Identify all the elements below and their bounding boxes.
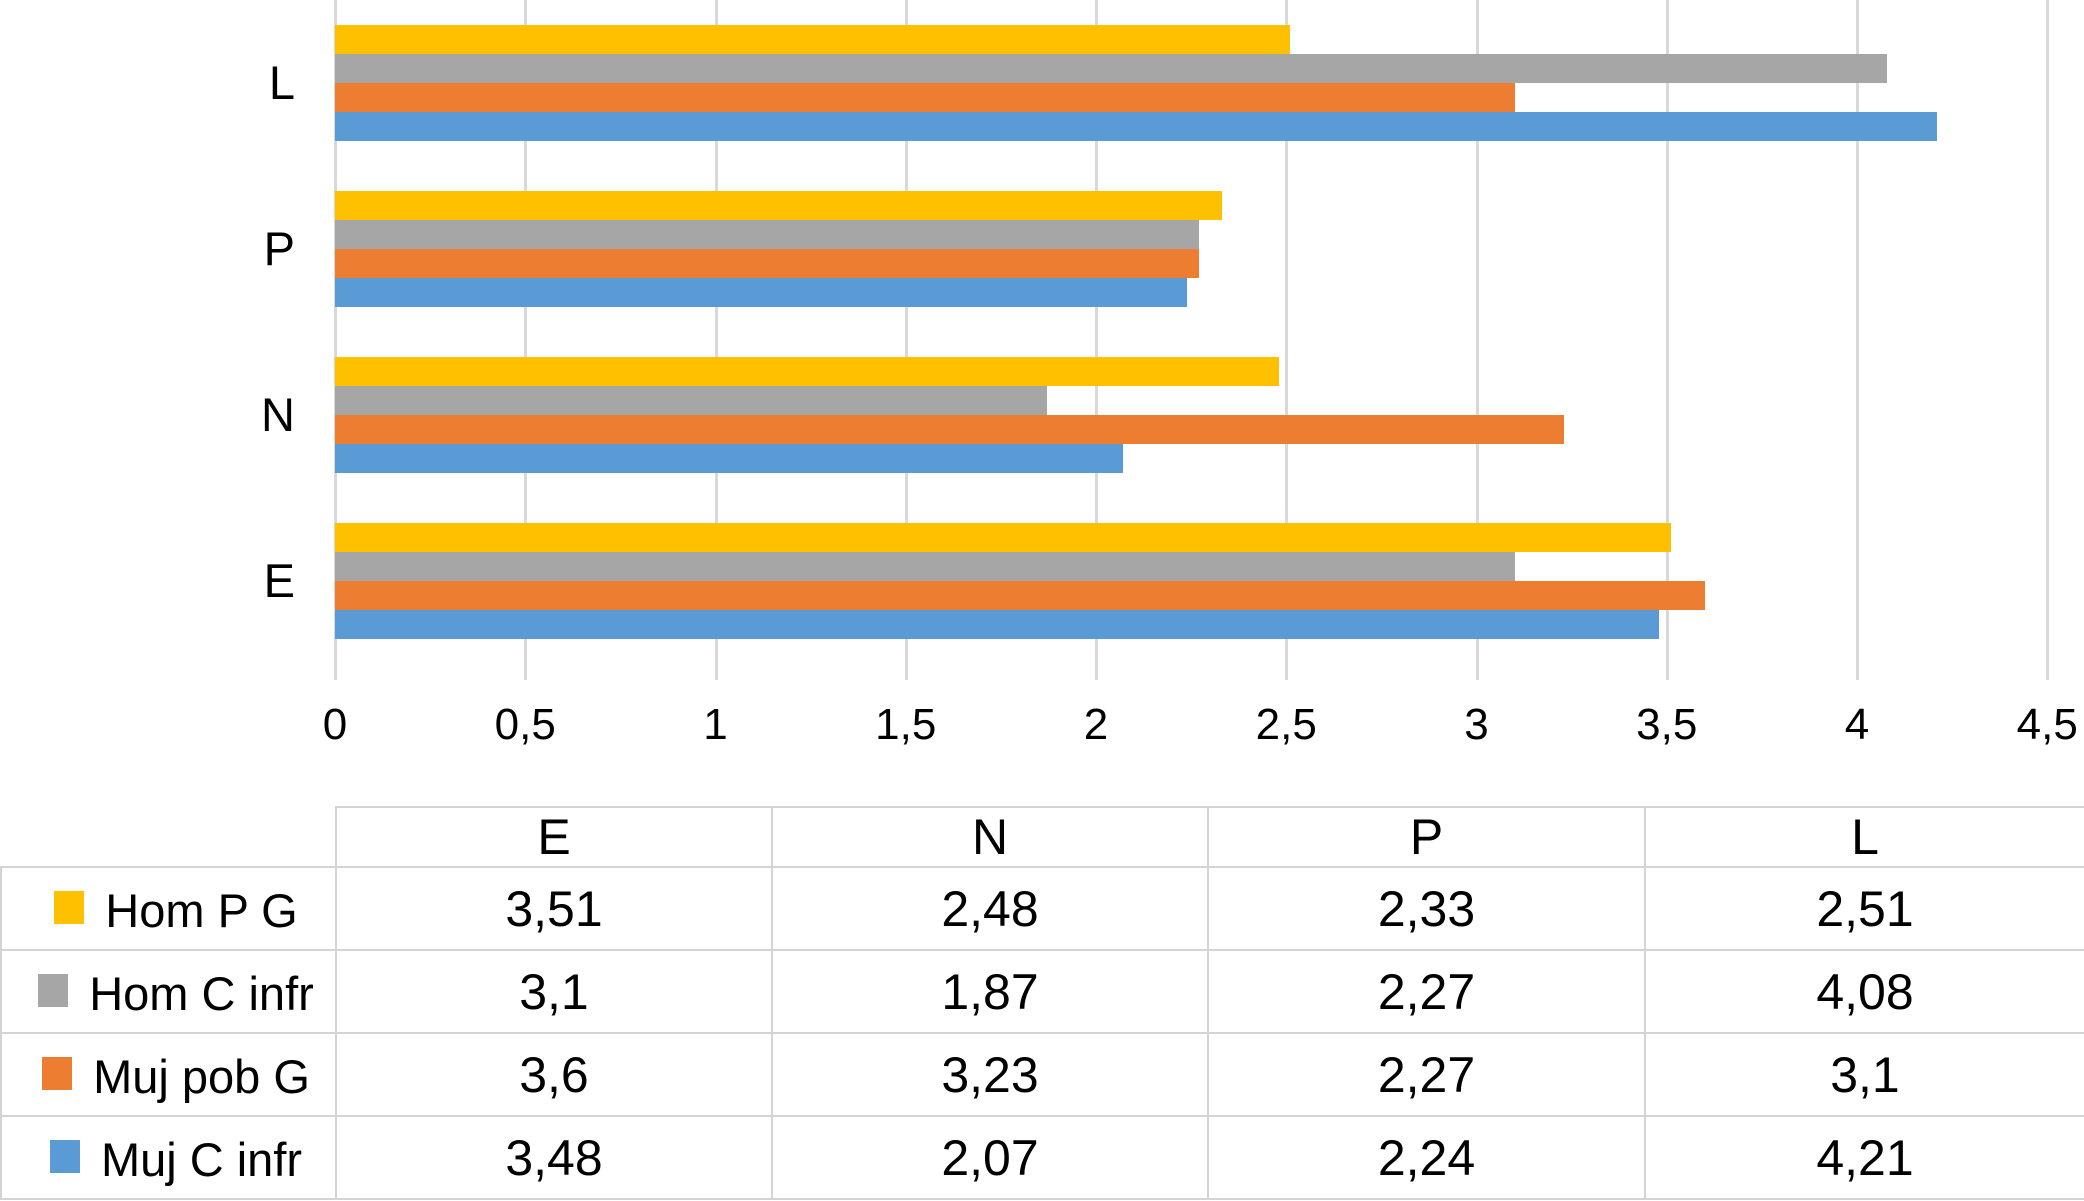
x-axis-tick-0-5 bbox=[524, 664, 528, 680]
table-cell-hom-p-g-p: 2,33 bbox=[1207, 866, 1646, 951]
legend-data-table: E N P L Hom P G 3,51 2,48 2,33 2,51 Hom C infr 3,1… bbox=[0, 806, 2084, 1200]
table-cell-muj-c-infr-e: 3,48 bbox=[335, 1115, 773, 1200]
bar-muj-pob-g-e bbox=[335, 581, 1705, 610]
table-cell-hom-p-g-e: 3,51 bbox=[335, 866, 773, 951]
x-axis-tick-label-1: 1 bbox=[703, 700, 728, 749]
x-axis-tick-3-5 bbox=[1665, 664, 1669, 680]
bar-muj-c-infr-l bbox=[335, 112, 1937, 141]
table-cell-muj-pob-g-e: 3,6 bbox=[335, 1032, 773, 1117]
table-cell-muj-c-infr-p: 2,24 bbox=[1207, 1115, 1646, 1200]
x-axis-tick-1-5 bbox=[904, 664, 908, 680]
legend-swatch-hom-c-infr bbox=[38, 974, 69, 1008]
table-header-n: N bbox=[771, 806, 1209, 868]
table-header-e: E bbox=[335, 806, 773, 868]
x-axis-tick-2-5 bbox=[1285, 664, 1289, 680]
gridline-x-3-5 bbox=[1665, 0, 1669, 664]
gridline-x-2-5 bbox=[1285, 0, 1289, 664]
table-cell-muj-pob-g-n: 3,23 bbox=[771, 1032, 1209, 1117]
category-label-p: P bbox=[263, 222, 295, 275]
bar-muj-c-infr-n bbox=[335, 444, 1123, 473]
table-cell-muj-pob-g-p: 2,27 bbox=[1207, 1032, 1646, 1117]
table-cell-hom-c-infr-l: 4,08 bbox=[1644, 949, 2084, 1034]
bar-muj-pob-g-n bbox=[335, 415, 1564, 444]
table-cell-muj-c-infr-n: 2,07 bbox=[771, 1115, 1209, 1200]
x-axis-tick-label-2-5: 2,5 bbox=[1255, 700, 1317, 749]
table-row-muj-c-infr: Muj C infr 3,48 2,07 2,24 4,21 bbox=[0, 1115, 2084, 1200]
table-cell-muj-pob-g-l: 3,1 bbox=[1644, 1032, 2084, 1117]
bar-hom-p-g-l bbox=[335, 25, 1291, 54]
category-label-l: L bbox=[268, 56, 295, 109]
bar-muj-c-infr-p bbox=[335, 278, 1188, 307]
table-cell-hom-c-infr-p: 2,27 bbox=[1207, 949, 1646, 1034]
legend-swatch-muj-c-infr bbox=[49, 1140, 80, 1174]
legend-label-muj-c-infr: Muj C infr bbox=[100, 1133, 303, 1187]
x-axis-tick-label-4-5: 4,5 bbox=[2016, 700, 2078, 749]
table-cell-hom-c-infr-e: 3,1 bbox=[335, 949, 773, 1034]
legend-label-muj-pob-g: Muj pob G bbox=[93, 1050, 310, 1104]
table-cell-muj-c-infr-l: 4,21 bbox=[1644, 1115, 2084, 1200]
x-axis-tick-label-0-5: 0,5 bbox=[494, 700, 556, 749]
gridline-x-4-5 bbox=[2046, 0, 2050, 664]
x-axis-tick-0 bbox=[334, 664, 337, 680]
bar-hom-c-infr-p bbox=[335, 220, 1199, 249]
category-label-n: N bbox=[261, 388, 295, 441]
x-axis-tick-4 bbox=[1856, 664, 1859, 680]
table-header-l: L bbox=[1644, 806, 2084, 868]
legend-cell-hom-p-g: Hom P G bbox=[0, 866, 337, 951]
table-cell-hom-p-g-n: 2,48 bbox=[771, 866, 1209, 951]
chart-region: 0 0,5 1 1,5 2 2,5 3 3,5 4 4,5 L P N E bbox=[261, 0, 2078, 749]
x-axis-tick-2 bbox=[1095, 664, 1098, 680]
gridline-x-2 bbox=[1095, 0, 1098, 664]
table-row-muj-pob-g: Muj pob G 3,6 3,23 2,27 3,1 bbox=[0, 1032, 2084, 1117]
x-axis-tick-3 bbox=[1475, 664, 1479, 680]
legend-label-hom-p-g: Hom P G bbox=[105, 884, 298, 938]
x-axis-tick-4-5 bbox=[2046, 664, 2050, 680]
gridline-x-4 bbox=[1856, 0, 1859, 664]
gridline-x-1-5 bbox=[904, 0, 908, 664]
table-cell-hom-p-g-l: 2,51 bbox=[1644, 866, 2084, 951]
x-axis-tick-label-1-5: 1,5 bbox=[875, 700, 937, 749]
bar-hom-c-infr-n bbox=[335, 386, 1047, 415]
bar-hom-p-g-p bbox=[335, 191, 1222, 220]
bar-hom-c-infr-e bbox=[335, 552, 1515, 581]
table-row-hom-c-infr: Hom C infr 3,1 1,87 2,27 4,08 bbox=[0, 949, 2084, 1034]
bar-hom-c-infr-l bbox=[335, 54, 1888, 83]
table-corner-cell bbox=[1, 807, 336, 867]
legend-cell-hom-c-infr: Hom C infr bbox=[0, 949, 337, 1034]
x-axis-tick-label-2: 2 bbox=[1083, 700, 1109, 749]
gridline-x-0-5 bbox=[524, 0, 528, 664]
legend-swatch-muj-pob-g bbox=[42, 1057, 73, 1091]
table-row-hom-p-g: Hom P G 3,51 2,48 2,33 2,51 bbox=[0, 866, 2084, 951]
gridline-x-1 bbox=[714, 0, 718, 664]
gridline-x-0 bbox=[334, 0, 337, 664]
legend-cell-muj-pob-g: Muj pob G bbox=[0, 1032, 337, 1117]
legend-cell-muj-c-infr: Muj C infr bbox=[0, 1115, 337, 1200]
bar-hom-p-g-e bbox=[335, 523, 1671, 552]
legend-swatch-hom-p-g bbox=[54, 891, 85, 925]
x-axis-tick-1 bbox=[714, 664, 718, 680]
table-header-p: P bbox=[1207, 806, 1646, 868]
plot-area bbox=[334, 0, 2050, 664]
bar-muj-c-infr-e bbox=[335, 610, 1660, 639]
category-label-e: E bbox=[263, 554, 295, 607]
bar-hom-p-g-n bbox=[335, 357, 1279, 386]
x-axis-tick-label-3-5: 3,5 bbox=[1636, 700, 1698, 749]
x-axis-tick-label-4: 4 bbox=[1844, 700, 1870, 749]
gridline-x-3 bbox=[1475, 0, 1479, 664]
table-cell-hom-c-infr-n: 1,87 bbox=[771, 949, 1209, 1034]
x-axis-tick-label-3: 3 bbox=[1464, 700, 1489, 749]
x-axis-tick-label-0: 0 bbox=[322, 700, 348, 749]
bar-muj-pob-g-l bbox=[335, 83, 1515, 112]
bar-muj-pob-g-p bbox=[335, 249, 1199, 278]
legend-label-hom-c-infr: Hom C infr bbox=[89, 967, 314, 1021]
